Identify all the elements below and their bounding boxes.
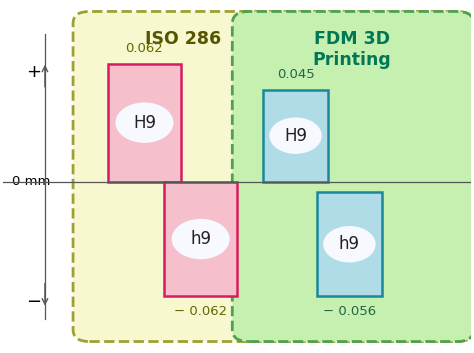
Text: −: − — [26, 293, 41, 311]
Text: H9: H9 — [284, 127, 307, 145]
Text: FDM 3D
Printing: FDM 3D Printing — [312, 30, 391, 69]
Text: 0 mm: 0 mm — [12, 175, 50, 188]
Ellipse shape — [323, 226, 376, 263]
Text: − 0.056: − 0.056 — [323, 305, 376, 318]
Bar — [108, 64, 181, 182]
Text: 0.045: 0.045 — [277, 68, 314, 81]
Bar — [263, 90, 328, 182]
Ellipse shape — [269, 118, 322, 154]
Text: H9: H9 — [133, 114, 156, 132]
Bar — [317, 192, 382, 297]
Text: h9: h9 — [190, 230, 211, 248]
Ellipse shape — [172, 219, 230, 259]
Text: ISO 286: ISO 286 — [145, 30, 221, 48]
Text: +: + — [26, 63, 41, 81]
Text: h9: h9 — [339, 235, 360, 253]
Ellipse shape — [116, 102, 173, 143]
FancyBboxPatch shape — [232, 11, 474, 342]
FancyBboxPatch shape — [73, 11, 474, 342]
Text: 0.062: 0.062 — [126, 42, 164, 55]
Bar — [164, 182, 237, 297]
Text: − 0.062: − 0.062 — [174, 305, 227, 318]
